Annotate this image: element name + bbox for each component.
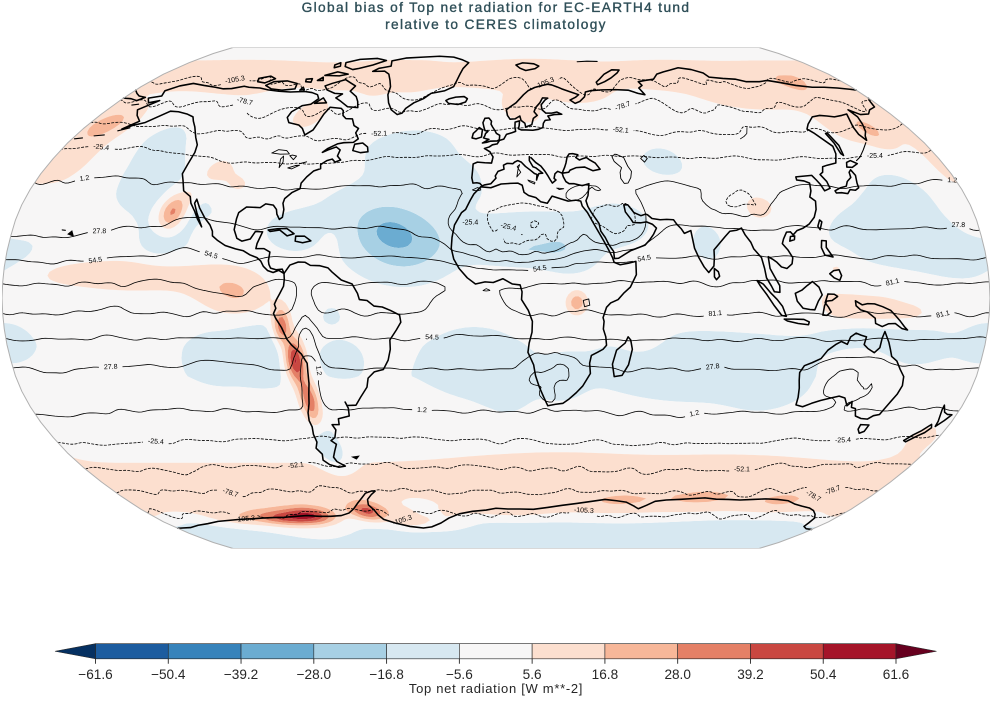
svg-text:16.8: 16.8 — [592, 667, 618, 682]
svg-text:Top net radiation [W m**-2]: Top net radiation [W m**-2] — [409, 681, 583, 696]
svg-text:39.2: 39.2 — [737, 667, 763, 682]
svg-text:27.8: 27.8 — [93, 228, 107, 235]
svg-text:1.2: 1.2 — [79, 175, 90, 183]
svg-text:−39.2: −39.2 — [224, 667, 258, 682]
svg-text:−5.6: −5.6 — [446, 667, 473, 682]
svg-text:−61.6: −61.6 — [78, 667, 112, 682]
svg-text:−50.4: −50.4 — [151, 667, 186, 682]
svg-text:27.8: 27.8 — [951, 222, 965, 229]
svg-text:-25.4: -25.4 — [867, 153, 883, 160]
svg-text:-78.7: -78.7 — [222, 488, 239, 500]
svg-text:-105.3: -105.3 — [574, 507, 594, 515]
svg-text:54.5: 54.5 — [425, 334, 439, 342]
svg-text:-25.4: -25.4 — [462, 220, 478, 227]
svg-text:28.0: 28.0 — [664, 667, 691, 682]
svg-text:-105.3: -105.3 — [225, 75, 246, 85]
svg-text:-52.1: -52.1 — [612, 126, 629, 134]
svg-text:Global bias of Top net radiati: Global bias of Top net radiation for EC-… — [302, 0, 691, 15]
svg-text:relative to CERES climatology: relative to CERES climatology — [385, 17, 607, 32]
svg-text:27.8: 27.8 — [706, 363, 720, 372]
svg-text:-25.4: -25.4 — [835, 437, 851, 444]
svg-text:-25.4: -25.4 — [93, 143, 110, 152]
svg-text:-52.1: -52.1 — [371, 131, 387, 138]
svg-text:61.6: 61.6 — [883, 667, 909, 682]
svg-text:81.1: 81.1 — [936, 310, 951, 320]
svg-text:-78.7: -78.7 — [236, 97, 253, 108]
svg-text:1.2: 1.2 — [417, 407, 427, 414]
svg-text:−16.8: −16.8 — [369, 667, 403, 682]
svg-text:-52.1: -52.1 — [734, 466, 750, 473]
svg-text:-52.1: -52.1 — [288, 461, 305, 470]
svg-text:−28.0: −28.0 — [297, 667, 332, 682]
svg-text:54.5: 54.5 — [88, 256, 103, 265]
svg-text:5.6: 5.6 — [523, 667, 542, 682]
svg-text:1.2: 1.2 — [314, 365, 322, 376]
svg-text:-25.4: -25.4 — [148, 438, 165, 446]
svg-text:54.5: 54.5 — [203, 250, 218, 261]
svg-text:54.5: 54.5 — [637, 254, 652, 263]
svg-text:1.2: 1.2 — [689, 409, 700, 418]
svg-text:54.5: 54.5 — [533, 265, 548, 274]
svg-text:1.2: 1.2 — [947, 177, 957, 184]
svg-text:50.4: 50.4 — [810, 667, 837, 682]
svg-text:81.1: 81.1 — [885, 278, 900, 288]
svg-text:-25.4: -25.4 — [500, 222, 517, 233]
svg-text:81.1: 81.1 — [708, 310, 722, 318]
svg-text:27.8: 27.8 — [104, 364, 118, 372]
